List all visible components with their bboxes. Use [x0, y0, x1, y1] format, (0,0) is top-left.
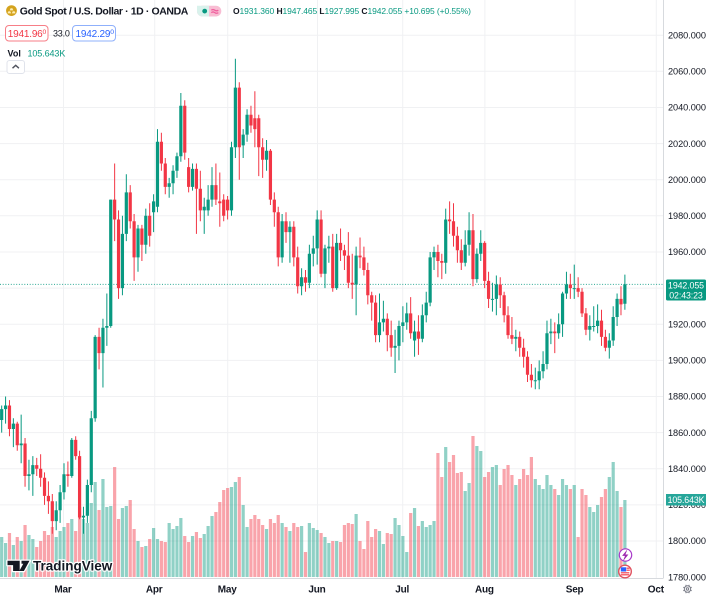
svg-text:1860.000: 1860.000 [668, 428, 706, 438]
svg-text:2040.000: 2040.000 [668, 103, 706, 113]
svg-text:105.643K: 105.643K [28, 49, 66, 59]
svg-text:33.0: 33.0 [53, 29, 70, 39]
svg-text:TradingView: TradingView [33, 559, 113, 574]
svg-text:1900.000: 1900.000 [668, 356, 706, 366]
svg-text:1880.000: 1880.000 [668, 392, 706, 402]
svg-text:2020.000: 2020.000 [668, 139, 706, 149]
svg-text:1840.000: 1840.000 [668, 464, 706, 474]
svg-text:Mar: Mar [54, 585, 71, 596]
svg-text:May: May [218, 585, 237, 596]
svg-text:2080.000: 2080.000 [668, 30, 706, 40]
svg-text:2000.000: 2000.000 [668, 175, 706, 185]
svg-text:1920.000: 1920.000 [668, 319, 706, 329]
svg-text:Sep: Sep [566, 585, 584, 596]
svg-text:Apr: Apr [146, 585, 163, 596]
svg-text:1960.000: 1960.000 [668, 247, 706, 257]
svg-text:1980.000: 1980.000 [668, 211, 706, 221]
svg-text:Aug: Aug [475, 585, 494, 596]
svg-text:Jul: Jul [395, 585, 409, 596]
svg-text:Oct: Oct [648, 585, 665, 596]
svg-text:1942.290: 1942.290 [76, 29, 115, 40]
svg-text:O1931.360 H1947.465 L1927.995: O1931.360 H1947.465 L1927.995 C1942.055 … [233, 6, 471, 16]
svg-text:02:43:23: 02:43:23 [669, 290, 703, 300]
svg-text:Jun: Jun [308, 585, 325, 596]
svg-text:1780.000: 1780.000 [668, 572, 706, 582]
svg-text:1800.000: 1800.000 [668, 536, 706, 546]
svg-text:Gold Spot / U.S. Dollar · 1D ·: Gold Spot / U.S. Dollar · 1D · OANDA [20, 5, 189, 17]
svg-text:1941.960: 1941.960 [8, 29, 47, 40]
svg-text:1942.055: 1942.055 [668, 281, 704, 291]
svg-text:105.643K: 105.643K [668, 495, 705, 505]
svg-text:Vol: Vol [8, 49, 21, 59]
svg-text:2060.000: 2060.000 [668, 67, 706, 77]
